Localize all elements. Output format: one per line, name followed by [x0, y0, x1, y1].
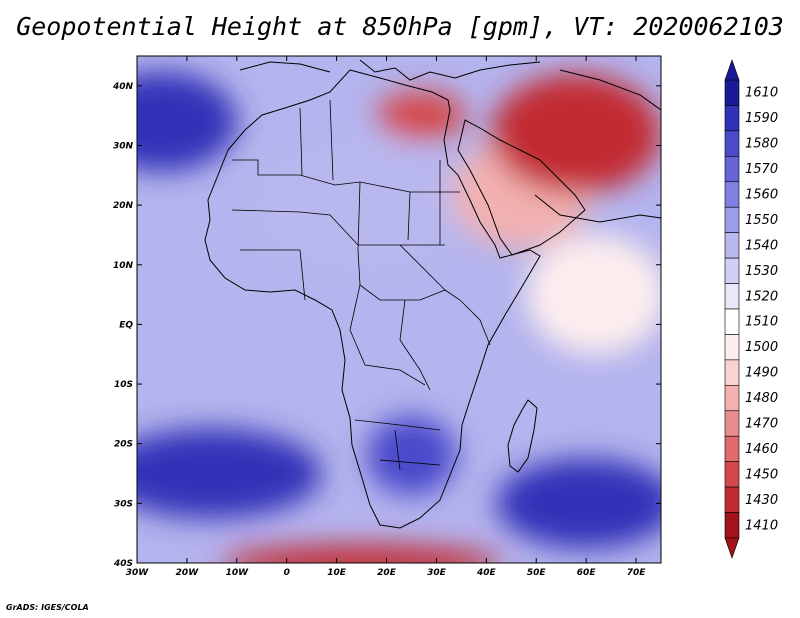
colorbar: 1610 1590 1580 1570 1560 1550 1540 1530 1520 1510…	[724, 59, 778, 559]
colorbar-swatch	[724, 385, 740, 412]
region-iran-middle-east	[491, 73, 661, 194]
colorbar-label: 1520	[745, 289, 778, 304]
colorbar-label: 1530	[745, 264, 778, 279]
x-tick-label: 20W	[176, 568, 200, 578]
y-tick-label: 30N	[113, 141, 134, 151]
colorbar-swatch	[724, 156, 740, 183]
madagascar-coastline	[507, 399, 538, 473]
colorbar-swatch	[724, 232, 740, 259]
plot-frame	[136, 55, 662, 564]
country-borders	[231, 99, 491, 471]
y-tick-label: EQ	[119, 320, 133, 330]
x-tick-label: 70E	[627, 568, 647, 578]
chart-title: Geopotential Height at 850hPa [gpm], VT:…	[16, 12, 784, 41]
colorbar-label: 1550	[745, 213, 778, 228]
colorbar-label: 1580	[745, 137, 778, 152]
y-tick-label: 20S	[114, 440, 133, 450]
y-tick-label: 40S	[113, 559, 133, 569]
colorbar-swatch	[724, 79, 740, 106]
colorbar-label: 1460	[745, 442, 778, 457]
persian-gulf-coastline	[534, 194, 661, 223]
x-tick-label: 0	[284, 568, 290, 578]
colorbar-min-triangle	[724, 537, 740, 559]
region-azores-high	[137, 71, 237, 172]
region-south-atlantic-high	[137, 428, 322, 519]
colorbar-label: 1430	[745, 493, 778, 508]
africa-coastline	[204, 69, 541, 529]
colorbar-swatch	[724, 435, 740, 462]
colorbar-swatch	[724, 359, 740, 386]
x-tick-label: 20E	[377, 568, 397, 578]
colorbar-swatch	[724, 486, 740, 513]
colorbar-label: 1450	[745, 467, 778, 482]
colorbar-label: 1500	[745, 340, 778, 355]
x-tick-label: 10E	[327, 568, 347, 578]
x-tick-label: 40E	[476, 568, 497, 578]
coastline-overlay	[204, 59, 661, 529]
colorbar-label: 1610	[745, 86, 778, 101]
colorbar-label: 1540	[745, 238, 778, 253]
colorbar-label: 1480	[745, 391, 778, 406]
region-eastern-mediterranean	[376, 90, 467, 141]
y-tick-label: 10S	[114, 380, 133, 390]
region-southern-ocean-trough	[221, 545, 502, 563]
colorbar-swatch	[724, 334, 740, 361]
x-tick-label: 10W	[226, 568, 250, 578]
y-tick-label: 30S	[114, 499, 133, 509]
colorbar-swatch	[724, 308, 740, 335]
colorbar-label: 1560	[745, 188, 778, 203]
y-tick-label: 20N	[113, 201, 134, 211]
colorbar-label: 1510	[745, 315, 778, 330]
colorbar-swatch	[724, 257, 740, 284]
colorbar-swatch	[724, 105, 740, 132]
colorbar-swatch	[724, 206, 740, 233]
colorbar-swatch	[724, 283, 740, 310]
colorbar-swatch	[724, 461, 740, 488]
y-tick-label: 40N	[112, 82, 134, 92]
arabia-coastline	[457, 119, 586, 256]
y-tick-label: 10N	[113, 261, 134, 271]
grads-credit: GrADS: IGES/COLA	[6, 603, 89, 612]
colorbar-swatch	[724, 512, 740, 539]
region-mascarene-high	[496, 458, 661, 549]
region-arabian-sea	[526, 234, 661, 355]
region-sahara-north-africa	[251, 135, 472, 276]
x-tick-label: 30E	[427, 568, 447, 578]
x-tick-label: 60E	[577, 568, 597, 578]
heatmap-field	[137, 56, 661, 563]
colorbar-swatch	[724, 181, 740, 208]
x-tick-label: 30W	[126, 568, 150, 578]
colorbar-max-triangle	[724, 59, 740, 81]
colorbar-label: 1470	[745, 417, 778, 432]
colorbar-label: 1410	[745, 518, 778, 533]
colorbar-label: 1490	[745, 366, 778, 381]
europe-coastline	[239, 59, 661, 111]
region-southern-africa-high	[366, 415, 457, 496]
colorbar-label: 1590	[745, 111, 778, 126]
colorbar-label: 1570	[745, 162, 778, 177]
colorbar-swatch	[724, 410, 740, 437]
colorbar-swatch	[724, 130, 740, 157]
x-tick-label: 50E	[527, 568, 547, 578]
